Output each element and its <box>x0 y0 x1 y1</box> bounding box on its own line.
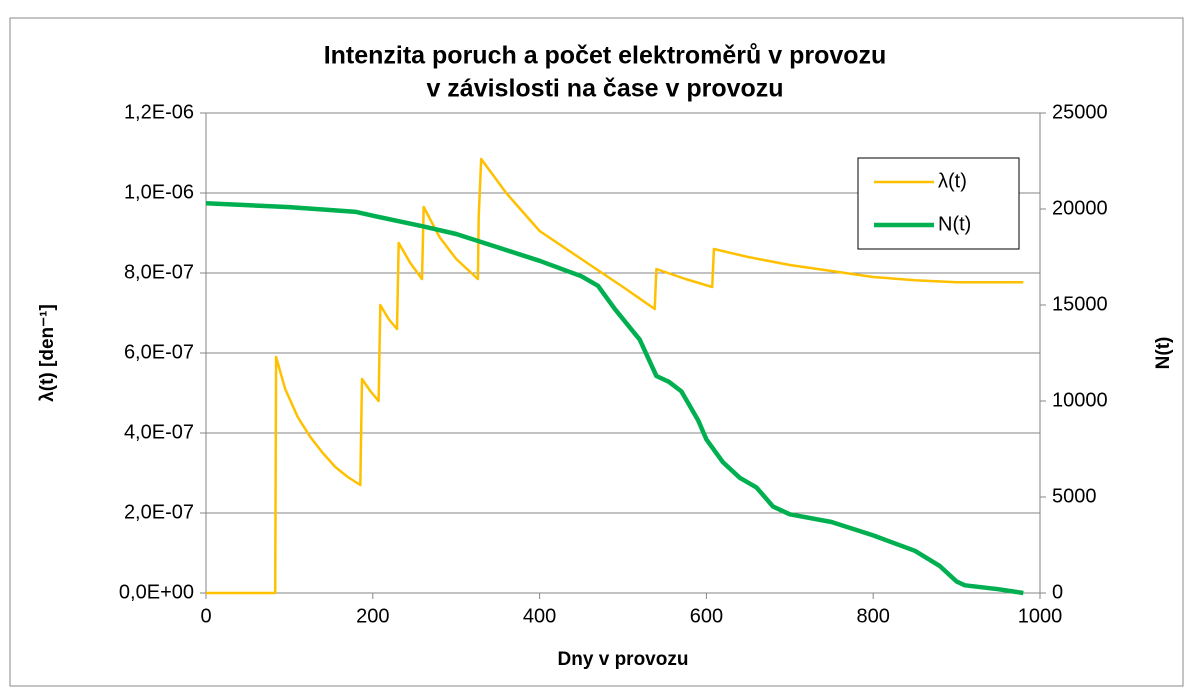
y-tick-label: 1,2E-06 <box>124 101 194 123</box>
chart-title: Intenzita poruch a počet elektroměrů v p… <box>324 42 887 70</box>
x-tick-label: 600 <box>690 605 723 627</box>
y2-tick-label: 0 <box>1052 581 1063 603</box>
y-tick-label: 6,0E-07 <box>124 341 194 363</box>
x-tick-label: 0 <box>200 605 211 627</box>
y-tick-label: 2,0E-07 <box>124 501 194 523</box>
x-tick-label: 400 <box>523 605 556 627</box>
x-tick-label: 800 <box>857 605 890 627</box>
y-tick-label: 0,0E+00 <box>119 581 194 603</box>
y2-tick-label: 20000 <box>1052 197 1108 219</box>
y2-tick-label: 5000 <box>1052 485 1097 507</box>
x-tick-label: 200 <box>356 605 389 627</box>
legend-label: N(t) <box>938 213 971 235</box>
series-line <box>206 157 1024 595</box>
legend-box <box>857 157 1020 250</box>
y-tick-label: 1,0E-06 <box>124 181 194 203</box>
y2-tick-label: 15000 <box>1052 293 1108 315</box>
series-line <box>205 200 1024 596</box>
y2-tick-label: 10000 <box>1052 389 1108 411</box>
y-tick-label: 4,0E-07 <box>124 421 194 443</box>
y2-tick-label: 25000 <box>1052 101 1108 123</box>
chart-title: v závislosti na čase v provozu <box>426 75 783 103</box>
x-tick-label: 1000 <box>1018 605 1063 627</box>
y-tick-label: 8,0E-07 <box>124 261 194 283</box>
y2-axis-title: N(t) <box>1153 337 1174 370</box>
legend-label: λ(t) <box>938 170 967 192</box>
y-axis-title: λ(t) [den⁻¹] <box>37 304 58 402</box>
x-axis-title: Dny v provozu <box>558 649 689 670</box>
